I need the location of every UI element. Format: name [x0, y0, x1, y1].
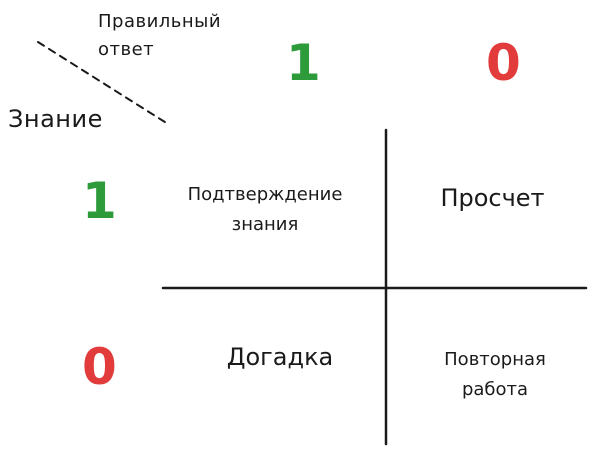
column-header-0: 0: [486, 34, 521, 92]
row-header-1: 1: [82, 172, 117, 230]
row-header-0: 0: [82, 338, 117, 396]
cell-rework: Повторная работа: [444, 349, 546, 400]
diagonal-dashed-divider: [37, 41, 169, 125]
row-axis-label: Знание: [8, 105, 103, 133]
column-header-1: 1: [286, 34, 321, 92]
column-axis-label: Правильный ответ: [98, 11, 222, 60]
cell-guess: Догадка: [226, 343, 334, 371]
cell-miscalculation: Просчет: [440, 184, 545, 212]
cell-knowledge-confirmation: Подтверждение знания: [187, 184, 343, 235]
